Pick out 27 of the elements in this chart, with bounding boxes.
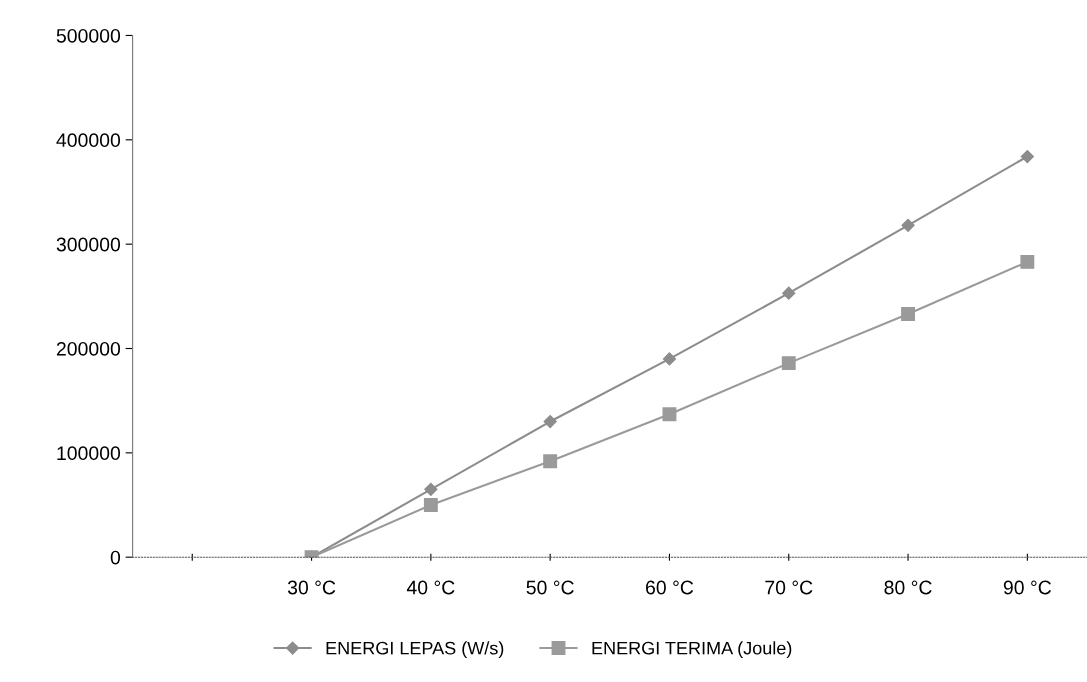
- y-tick-label: 0: [110, 550, 121, 565]
- y-tick-label: 500000: [56, 28, 121, 43]
- y-tick-label: 200000: [56, 341, 121, 356]
- x-tick-label: 30 °C: [287, 580, 336, 595]
- point: [662, 407, 677, 422]
- point: [782, 286, 796, 300]
- x-tick-label: 60 °C: [646, 580, 694, 595]
- point: [781, 356, 796, 371]
- y-tick-label: 100000: [57, 446, 121, 461]
- x-tick-label: 70 °C: [765, 580, 813, 595]
- point: [662, 352, 677, 366]
- point: [424, 482, 438, 496]
- point: [543, 414, 557, 429]
- point: [543, 454, 558, 469]
- point: [1020, 254, 1035, 269]
- x-tick-label: 80 °C: [884, 580, 932, 595]
- point: [901, 307, 915, 322]
- legend-label: ENERGI LEPAS (W/s): [326, 641, 504, 659]
- y-tick-label: 300000: [56, 237, 121, 252]
- point: [1020, 149, 1034, 164]
- point: [423, 498, 438, 512]
- x-tick-label: 50 °C: [526, 580, 574, 595]
- point: [901, 218, 915, 232]
- x-tick-label: 40 °C: [406, 580, 455, 595]
- y-tick-label: 400000: [56, 133, 121, 148]
- x-tick-label: 90 °C: [1003, 580, 1052, 595]
- legend-label: ENERGI TERIMA (Joule): [592, 641, 792, 659]
